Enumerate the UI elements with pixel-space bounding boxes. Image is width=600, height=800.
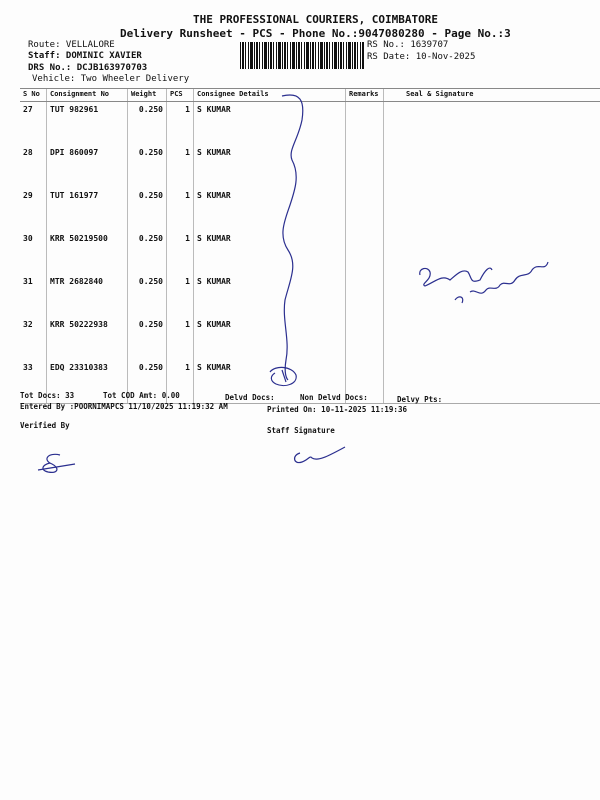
seal-signature [419, 261, 549, 304]
rs-no: RS No.: 1639707 [367, 40, 449, 50]
tot-docs: Tot Docs: 33 [20, 391, 75, 400]
weight: 0.250 [127, 188, 167, 231]
weight: 0.250 [127, 274, 167, 317]
pcs: 1 [166, 231, 194, 274]
delvy-pts: Delvy Pts: [397, 395, 443, 404]
remarks [345, 360, 384, 404]
table-row: 27 TUT 982961 0.250 1 S KUMAR [20, 101, 600, 145]
seal-signature-cell [383, 101, 600, 145]
serial-number: 28 [23, 148, 33, 157]
barcode [240, 42, 364, 69]
consignee-details: S KUMAR [193, 360, 346, 404]
weight: 0.250 [127, 360, 167, 404]
stamp-initial [269, 366, 297, 387]
seal-signature-cell [383, 360, 600, 404]
consignee-details: S KUMAR [193, 188, 346, 231]
consignment-number: TUT 982961 [46, 101, 128, 145]
consignment-number: DPI 860097 [46, 145, 128, 188]
runsheet-title: Delivery Runsheet - PCS - Phone No.:9047… [120, 27, 511, 40]
vehicle: Vehicle: Two Wheeler Delivery [32, 74, 190, 84]
col-sno: S No [20, 88, 47, 102]
pcs: 1 [166, 101, 194, 145]
runsheet-table: S No Consignment No Weight PCS Consignee… [20, 88, 600, 404]
delvd-docs: Delvd Docs: [225, 393, 275, 402]
verified-by-signature [37, 453, 76, 473]
staff-signature-mark [294, 446, 346, 464]
non-delvd-docs: Non Delvd Docs: [300, 393, 368, 402]
weight: 0.250 [127, 231, 167, 274]
seal-signature-cell [383, 274, 600, 317]
col-remarks: Remarks [345, 88, 384, 102]
remarks [345, 145, 384, 188]
weight: 0.250 [127, 101, 167, 145]
table-row: 32 KRR 50222938 0.250 1 S KUMAR [20, 317, 600, 360]
serial-number: 32 [23, 320, 33, 329]
route: Route: VELLALORE [28, 40, 115, 50]
consignment-number: EDQ 23310383 [46, 360, 128, 404]
remarks [345, 274, 384, 317]
serial-number: 29 [23, 191, 33, 200]
tot-cod: Tot COD Amt: 0.00 [103, 391, 180, 400]
remarks [345, 101, 384, 145]
table-row: 29 TUT 161977 0.250 1 S KUMAR [20, 188, 600, 231]
remarks [345, 231, 384, 274]
consignment-number: MTR 2682840 [46, 274, 128, 317]
verified-by-label: Verified By [20, 421, 70, 430]
consignee-details: S KUMAR [193, 317, 346, 360]
pcs: 1 [166, 317, 194, 360]
consignee-details: S KUMAR [193, 145, 346, 188]
col-consignment: Consignment No [46, 88, 128, 102]
staff-signature-label: Staff Signature [267, 426, 335, 435]
drs-no: DRS No.: DCJB163970703 [28, 63, 148, 73]
seal-signature-cell [383, 145, 600, 188]
pcs: 1 [166, 360, 194, 404]
serial-number: 33 [20, 360, 47, 404]
weight: 0.250 [127, 317, 167, 360]
seal-signature-cell [383, 188, 600, 231]
table-row: 33 EDQ 23310383 0.250 1 S KUMAR [20, 360, 600, 404]
remarks [345, 317, 384, 360]
col-pcs: PCS [166, 88, 194, 102]
consignment-number: KRR 50222938 [46, 317, 128, 360]
pcs: 1 [166, 145, 194, 188]
serial-number: 27 [23, 105, 33, 114]
serial-number: 30 [23, 234, 33, 243]
table-row: 30 KRR 50219500 0.250 1 S KUMAR [20, 231, 600, 274]
company-name: THE PROFESSIONAL COURIERS, COIMBATORE [193, 13, 439, 26]
table-row: 28 DPI 860097 0.250 1 S KUMAR [20, 145, 600, 188]
staff: Staff: DOMINIC XAVIER [28, 51, 142, 61]
consignee-details: S KUMAR [193, 101, 346, 145]
serial-number: 31 [23, 277, 33, 286]
pcs: 1 [166, 274, 194, 317]
consignee-details: S KUMAR [193, 231, 346, 274]
col-consignee: Consignee Details [193, 88, 346, 102]
consignment-number: KRR 50219500 [46, 231, 128, 274]
pcs: 1 [166, 188, 194, 231]
remarks [345, 188, 384, 231]
seal-signature-cell [383, 317, 600, 360]
col-weight: Weight [127, 88, 167, 102]
weight: 0.250 [127, 145, 167, 188]
table-row: 31 MTR 2682840 0.250 1 S KUMAR [20, 274, 600, 317]
seal-signature-cell [383, 231, 600, 274]
printed-on: Printed On: 10-11-2025 11:19:36 [267, 405, 407, 414]
rs-date: RS Date: 10-Nov-2025 [367, 52, 476, 62]
consignee-details: S KUMAR [193, 274, 346, 317]
consignment-number: TUT 161977 [46, 188, 128, 231]
consignee-signature-line [281, 94, 304, 381]
col-seal: Seal & Signature [383, 88, 600, 102]
entered-by: Entered By :POORNIMAPCS 11/10/2025 11:19… [20, 402, 228, 411]
